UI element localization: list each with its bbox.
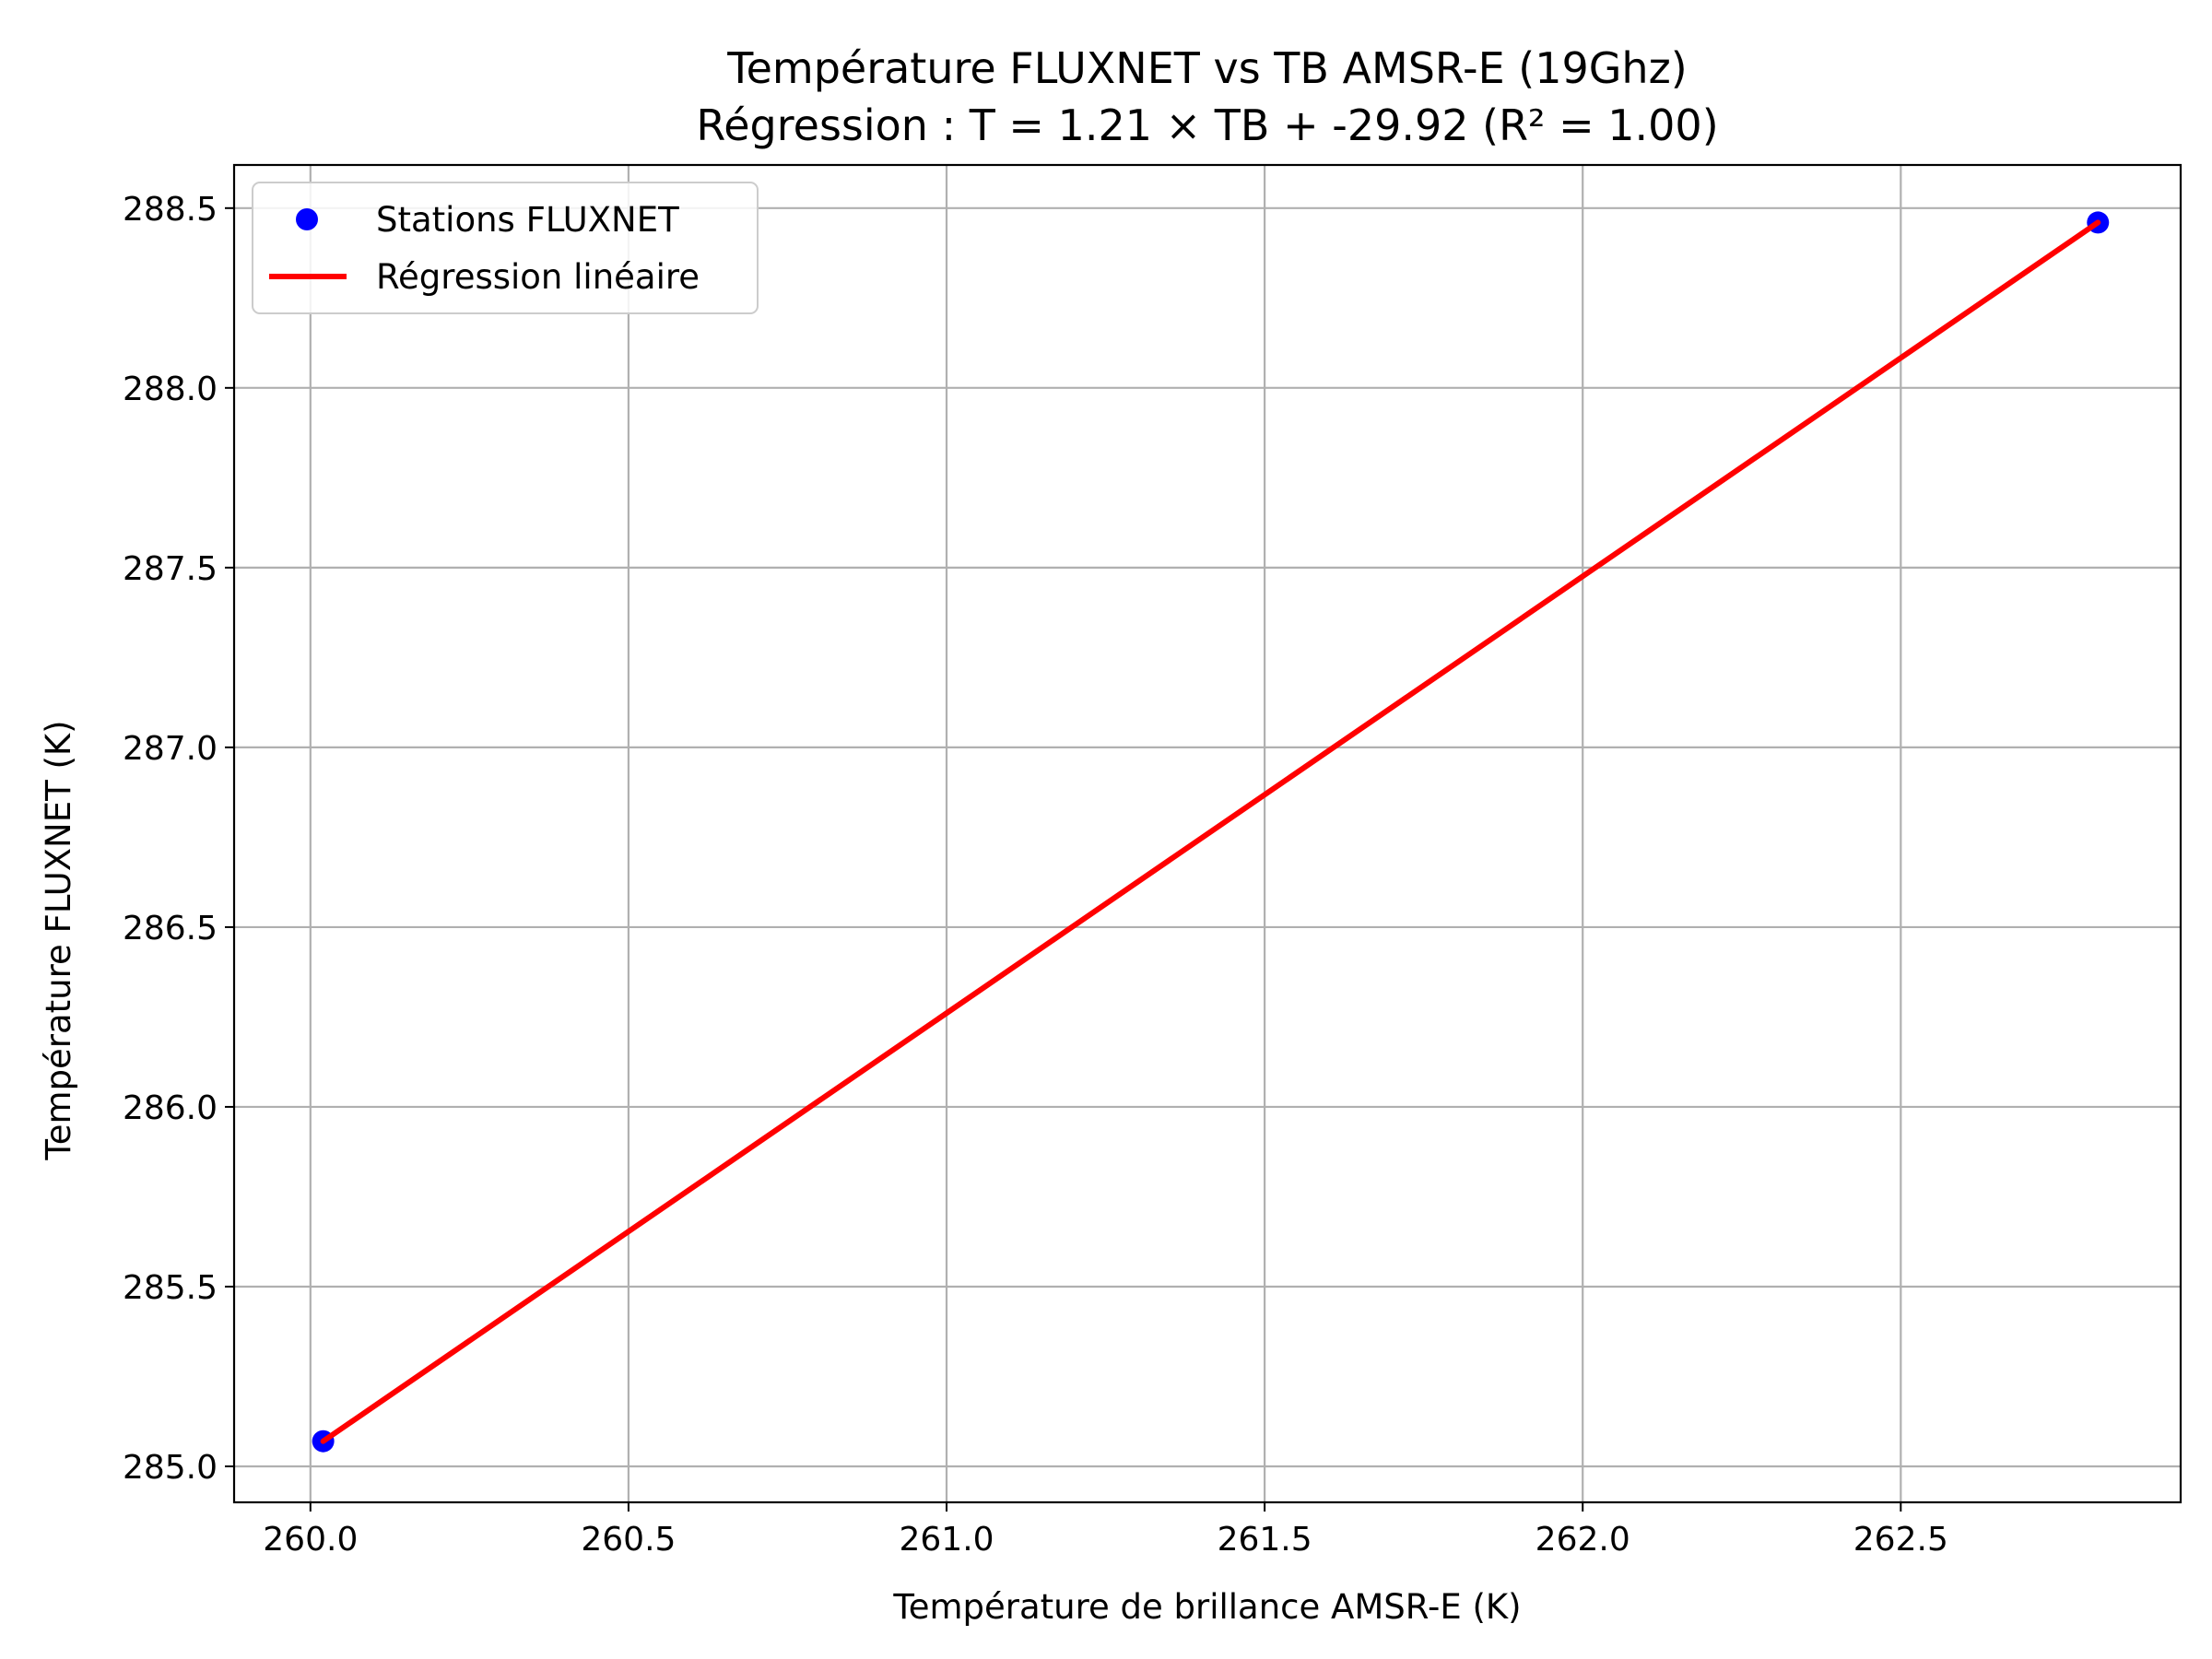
x-tick-label: 262.5 bbox=[1853, 1521, 1948, 1559]
y-tick-label: 288.0 bbox=[123, 371, 218, 408]
chart-subtitle: Régression : T = 1.21 × TB + -29.92 (R² … bbox=[696, 100, 1718, 150]
y-tick-label: 285.0 bbox=[123, 1449, 218, 1487]
y-tick-label: 286.5 bbox=[123, 910, 218, 947]
legend-label-stations: Stations FLUXNET bbox=[376, 200, 679, 240]
y-tick-label: 287.0 bbox=[123, 730, 218, 768]
y-tick-label: 288.5 bbox=[123, 191, 218, 229]
axis-ticks: 260.0 260.5 261.0 261.5 262.0 262.5 285.0 285.5… bbox=[123, 191, 1948, 1559]
grid-lines bbox=[234, 165, 2181, 1502]
y-tick-label: 287.5 bbox=[123, 550, 218, 588]
x-tick-label: 261.5 bbox=[1218, 1521, 1312, 1559]
x-tick-label: 261.0 bbox=[899, 1521, 994, 1559]
x-tick-label: 260.0 bbox=[263, 1521, 358, 1559]
legend-label-regression: Régression linéaire bbox=[376, 257, 700, 297]
y-tick-label: 286.0 bbox=[123, 1089, 218, 1127]
chart-title: Température FLUXNET vs TB AMSR-E (19Ghz) bbox=[726, 43, 1687, 93]
regression-line bbox=[320, 219, 2101, 1444]
legend: Stations FLUXNET Régression linéaire bbox=[252, 182, 759, 314]
y-axis-label: Température FLUXNET (K) bbox=[39, 720, 78, 1160]
x-axis-label: Température de brillance AMSR-E (K) bbox=[892, 1587, 1521, 1627]
data-marks bbox=[312, 211, 2110, 1453]
plot-frame bbox=[232, 163, 2183, 1504]
x-tick-label: 260.5 bbox=[581, 1521, 676, 1559]
x-tick-label: 262.0 bbox=[1535, 1521, 1630, 1559]
y-tick-label: 285.5 bbox=[123, 1269, 218, 1307]
legend-box bbox=[252, 182, 759, 314]
legend-marker-stations bbox=[296, 208, 318, 230]
